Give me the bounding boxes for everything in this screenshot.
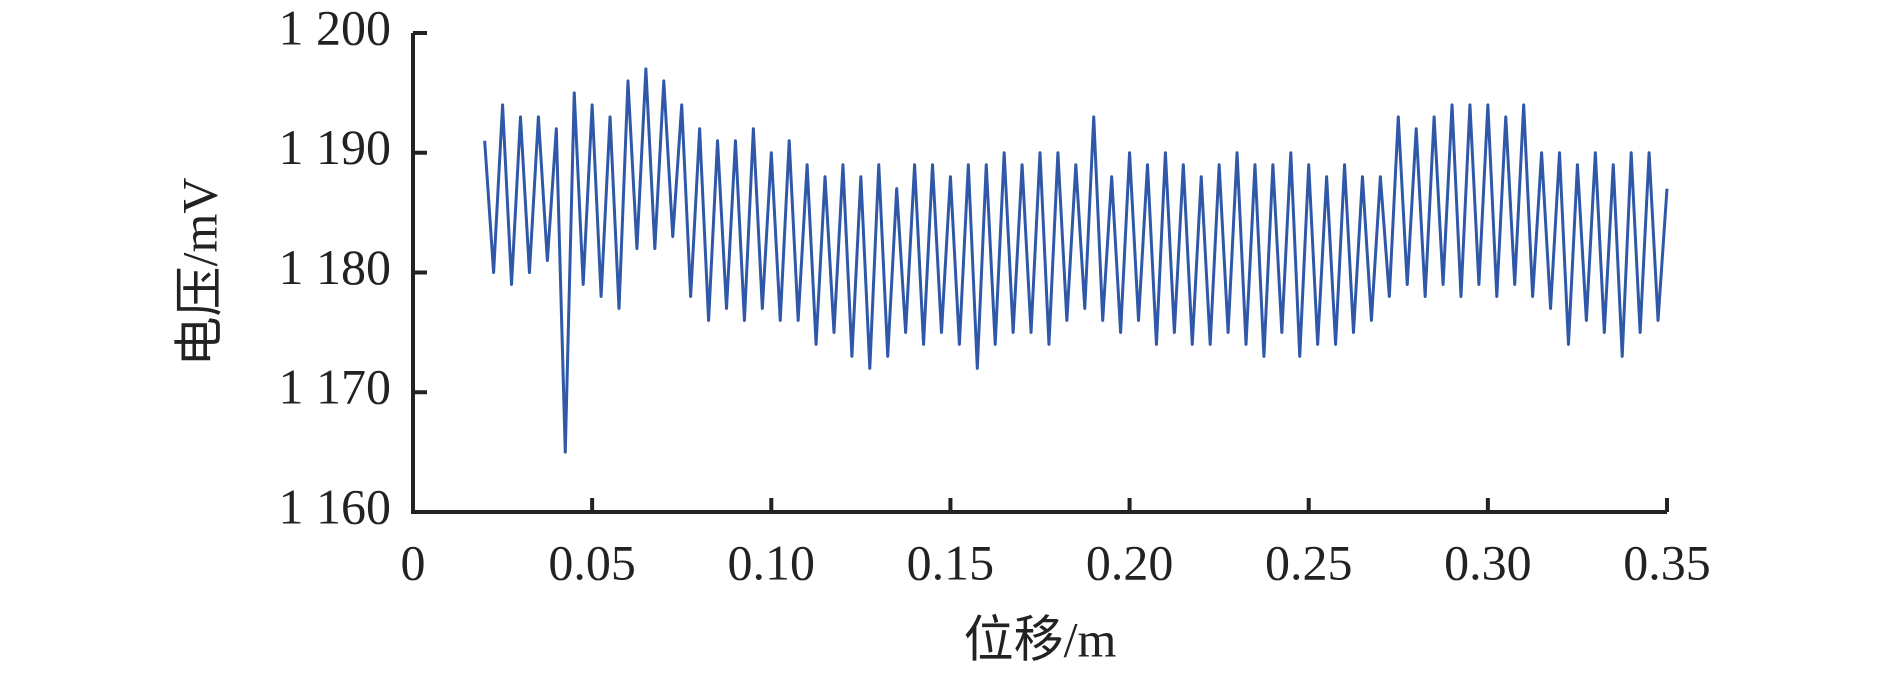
data-line [483, 67, 1669, 454]
x-axis-label: 位移/m [964, 611, 1117, 667]
x-tick-label: 0.35 [1623, 534, 1711, 590]
y-tick-label: 1 180 [279, 239, 392, 295]
y-tick-label: 1 200 [279, 0, 392, 55]
x-tick-label: 0 [401, 534, 426, 590]
x-tick-label: 0.05 [548, 534, 636, 590]
y-tick-label: 1 190 [279, 119, 392, 175]
y-tick-label: 1 160 [279, 478, 392, 534]
x-tick-label: 0.10 [728, 534, 816, 590]
x-tick-label: 0.25 [1265, 534, 1353, 590]
x-tick-label: 0.30 [1444, 534, 1532, 590]
x-tick-label: 0.20 [1086, 534, 1174, 590]
y-tick-label: 1 170 [279, 359, 392, 415]
x-tick-label: 0.15 [907, 534, 995, 590]
y-axis-label: 电压/mV [171, 178, 227, 367]
